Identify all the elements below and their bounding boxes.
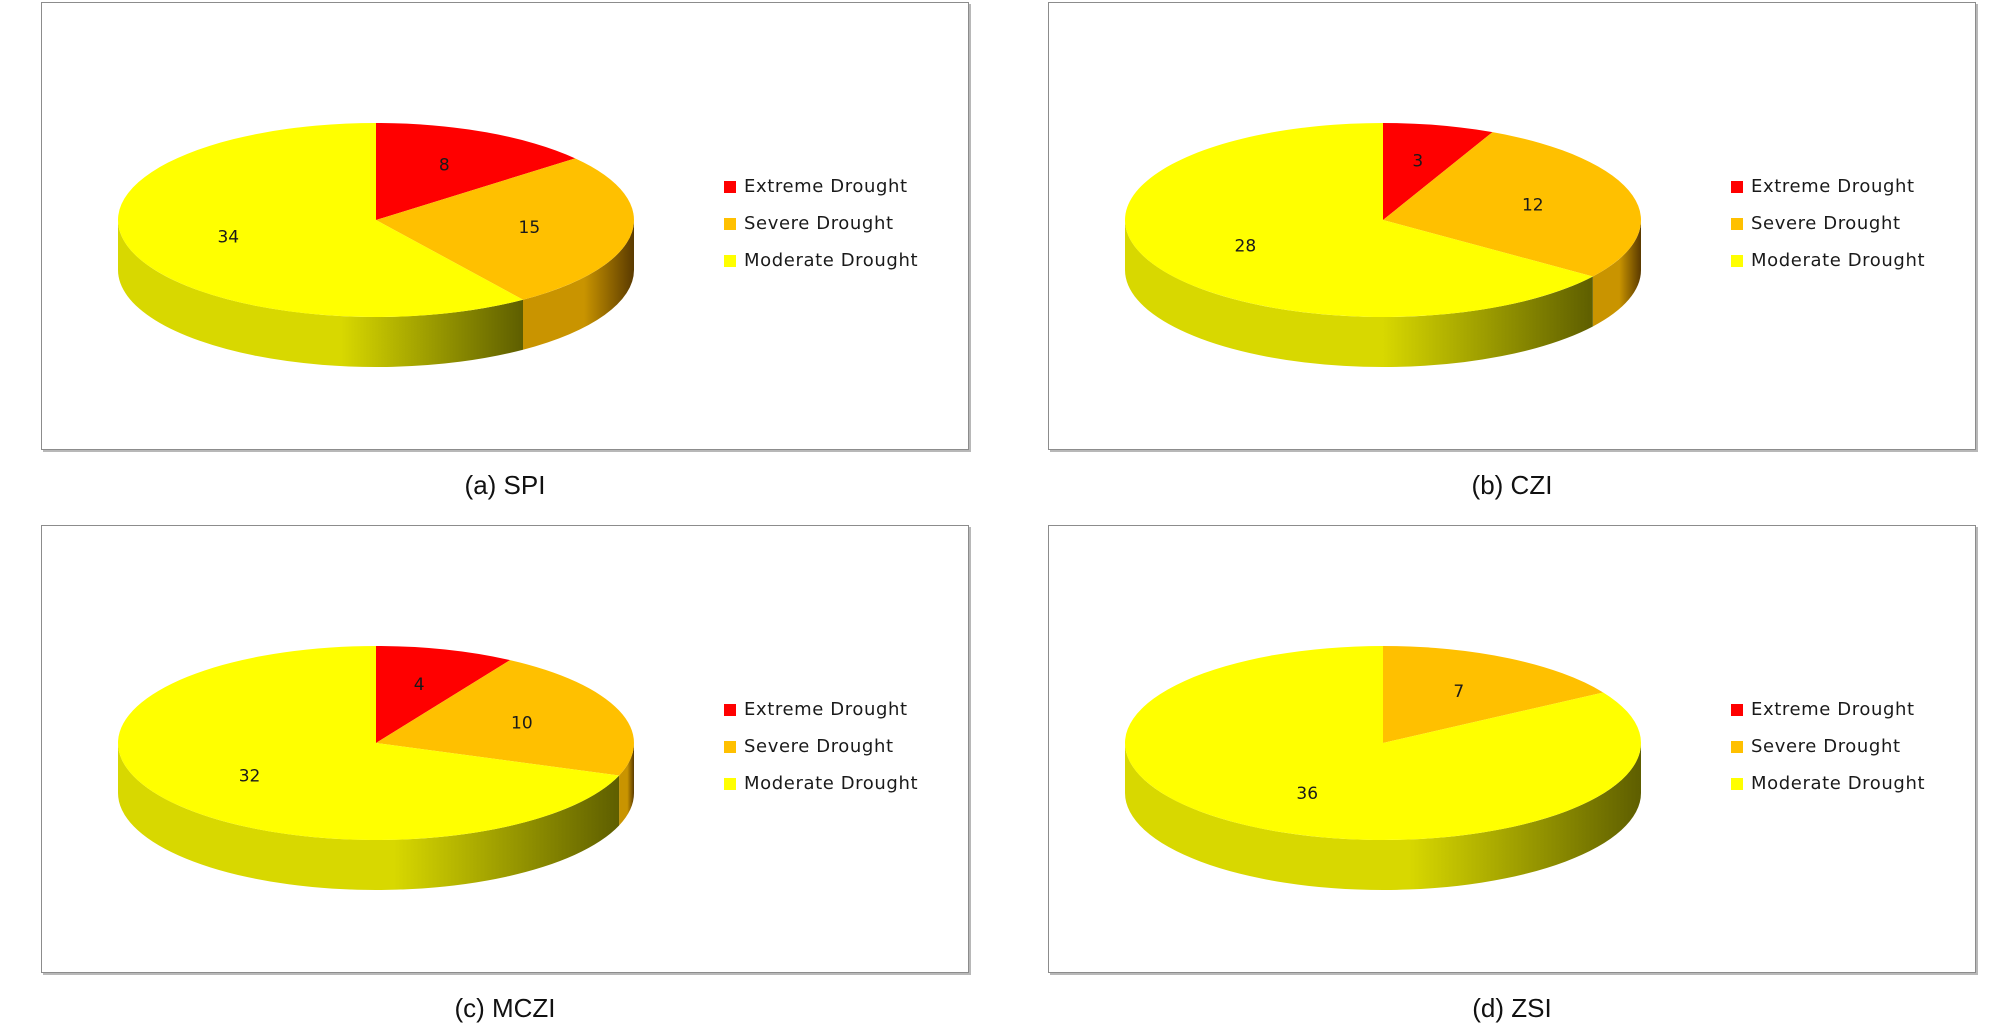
chart-caption: (b) CZI	[1471, 470, 1553, 500]
legend-item-extreme: Extreme Drought	[724, 168, 918, 205]
pie-slice-severe	[376, 660, 634, 776]
data-label-moderate: 36	[1296, 784, 1318, 804]
legend-label: Severe Drought	[744, 213, 894, 234]
legend-swatch-severe	[1731, 740, 1743, 753]
pie-slice-moderate	[1124, 646, 1641, 840]
legend-swatch-moderate	[1731, 777, 1743, 790]
legend-label: Moderate Drought	[1751, 250, 1926, 271]
data-label-severe: 7	[1453, 682, 1464, 702]
legend-item-severe: Severe Drought	[724, 728, 918, 765]
legend-swatch-severe	[1731, 217, 1743, 230]
pie-side-moderate	[118, 220, 524, 367]
legend-item-moderate: Moderate Drought	[724, 242, 918, 279]
data-label-moderate: 28	[1235, 237, 1257, 257]
legend-label: Extreme Drought	[1751, 699, 1915, 720]
legend-swatch-moderate	[724, 777, 736, 790]
legend-item-severe: Severe Drought	[724, 205, 918, 242]
legend-item-severe: Severe Drought	[1731, 205, 1925, 242]
pie-slice-severe	[1383, 646, 1604, 743]
pie-side-moderate	[1125, 220, 1593, 367]
legend-swatch-extreme	[724, 180, 736, 193]
legend-item-moderate: Moderate Drought	[1731, 242, 1925, 279]
legend-item-moderate: Moderate Drought	[724, 765, 918, 802]
pie-slice-extreme	[1383, 123, 1493, 220]
legend-item-extreme: Extreme Drought	[724, 691, 918, 728]
legend-label: Extreme Drought	[744, 176, 908, 197]
data-label-severe: 15	[519, 218, 541, 238]
legend-swatch-severe	[724, 740, 736, 753]
legend-swatch-moderate	[1731, 254, 1743, 267]
pie-side-moderate	[118, 743, 620, 890]
legend-label: Extreme Drought	[744, 699, 908, 720]
pie-side-moderate	[1125, 743, 1641, 890]
chart-caption: (c) MCZI	[454, 993, 556, 1023]
legend-item-moderate: Moderate Drought	[1731, 765, 1925, 802]
pie-slice-severe	[376, 158, 634, 300]
data-label-severe: 12	[1522, 195, 1544, 215]
pie-slice-extreme	[376, 646, 511, 743]
legend: Extreme Drought Severe Drought Moderate …	[1731, 168, 1925, 279]
legend-label: Moderate Drought	[1751, 773, 1926, 794]
legend-item-extreme: Extreme Drought	[1731, 691, 1925, 728]
legend: Extreme Drought Severe Drought Moderate …	[724, 691, 918, 802]
legend-swatch-severe	[724, 217, 736, 230]
legend-label: Extreme Drought	[1751, 176, 1915, 197]
legend: Extreme Drought Severe Drought Moderate …	[724, 168, 918, 279]
chart-caption: (d) ZSI	[1472, 993, 1552, 1023]
pie-slice-severe	[1383, 132, 1641, 277]
legend-label: Severe Drought	[1751, 213, 1901, 234]
legend-label: Severe Drought	[1751, 736, 1901, 757]
legend-swatch-extreme	[724, 703, 736, 716]
legend-label: Moderate Drought	[744, 250, 919, 271]
chart-caption: (a) SPI	[464, 470, 546, 500]
pie-slice-moderate	[1125, 123, 1593, 317]
pie-slice-moderate	[118, 646, 620, 840]
data-label-moderate: 32	[239, 767, 261, 787]
legend-label: Moderate Drought	[744, 773, 919, 794]
legend-item-extreme: Extreme Drought	[1731, 168, 1925, 205]
legend-swatch-extreme	[1731, 703, 1743, 716]
pie-side-severe	[1592, 220, 1641, 327]
legend-label: Severe Drought	[744, 736, 894, 757]
legend-item-severe: Severe Drought	[1731, 728, 1925, 765]
legend: Extreme Drought Severe Drought Moderate …	[1731, 691, 1925, 802]
legend-swatch-moderate	[724, 254, 736, 267]
data-label-moderate: 34	[217, 227, 239, 247]
pie-side-severe	[619, 743, 634, 826]
pie-slice-moderate	[117, 123, 524, 318]
data-label-extreme: 3	[1412, 151, 1423, 171]
data-label-extreme: 4	[414, 675, 425, 695]
legend-swatch-extreme	[1731, 180, 1743, 193]
pie-slice-extreme	[376, 123, 576, 220]
pie-side-severe	[523, 220, 634, 350]
data-label-extreme: 8	[439, 156, 450, 176]
data-label-severe: 10	[511, 714, 533, 734]
